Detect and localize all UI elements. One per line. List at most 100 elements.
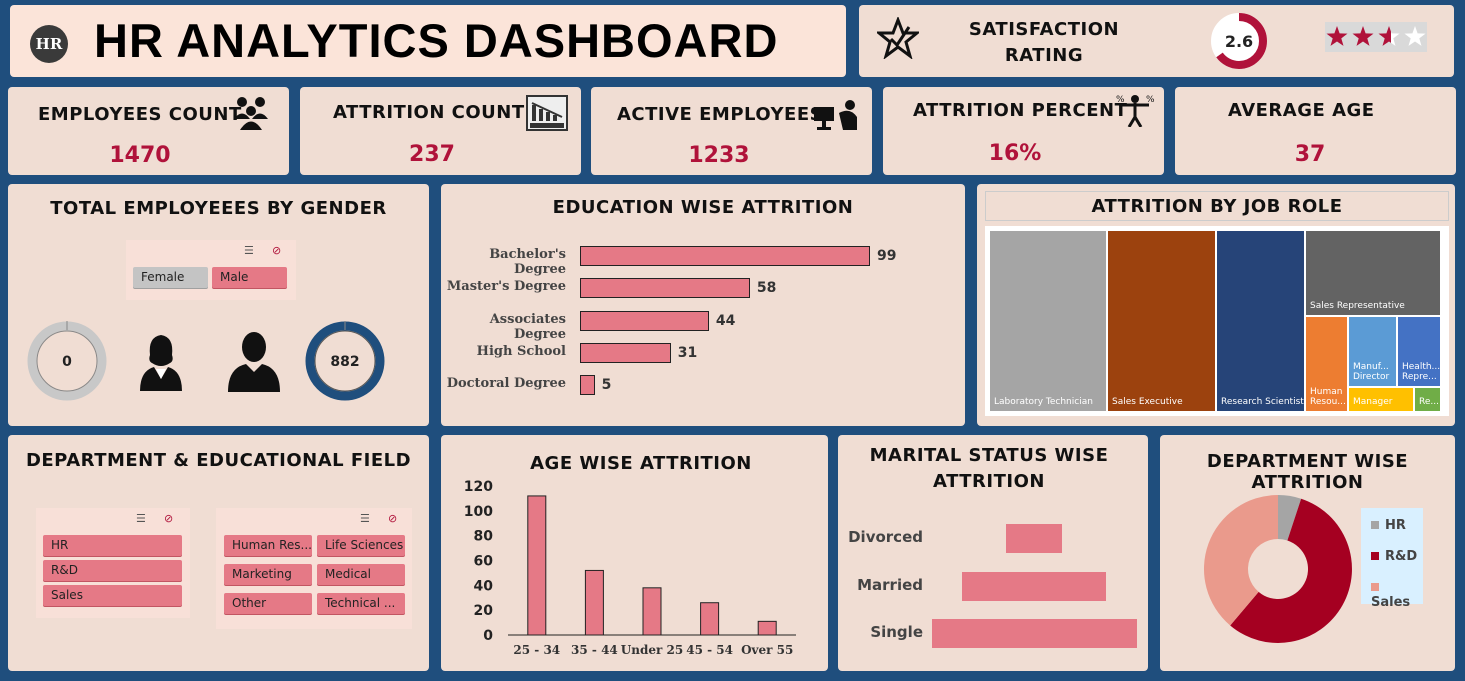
kpi-attrition-count: ATTRITION COUNT 237 [300, 87, 581, 175]
slicer-option-sales[interactable]: Sales [43, 585, 182, 606]
slicer-option-hr[interactable]: HR [43, 535, 182, 556]
x-tick-label: Under 25 [621, 643, 683, 657]
y-tick-label: 100 [464, 504, 493, 520]
slicer-option-field[interactable]: Technical ... [317, 593, 405, 614]
legend-label: Sales [1371, 595, 1411, 610]
slicer-option-field[interactable]: Human Res... [224, 535, 312, 556]
treemap-tile[interactable]: Sales Executive [1107, 230, 1216, 412]
star-rating [1325, 22, 1427, 52]
legend-label: R&D [1385, 549, 1418, 564]
treemap-tile[interactable]: Laboratory Technician [989, 230, 1107, 412]
select-all-icon[interactable]: ☰ [244, 244, 254, 257]
marital-title-line1: MARITAL STATUS WISE [869, 445, 1109, 466]
y-tick-label: 60 [474, 554, 494, 570]
y-tick-label: 0 [483, 628, 493, 644]
gender-title: TOTAL EMPLOYEEES BY GENDER [50, 198, 387, 219]
tile-label: Re... [1419, 397, 1439, 407]
tile-label: Laboratory Technician [994, 397, 1093, 407]
treemap-tile[interactable]: Manuf... Director [1348, 316, 1397, 387]
legend-item: Sales [1371, 580, 1423, 610]
bar-value-label: 44 [715, 312, 736, 329]
balance-person-icon: % % [1116, 95, 1155, 127]
clear-filter-icon[interactable]: ⊘ [164, 512, 174, 525]
svg-text:%: % [1116, 95, 1125, 105]
select-all-icon[interactable]: ☰ [360, 512, 370, 525]
treemap-tile[interactable]: Re... [1414, 387, 1441, 412]
y-tick-label: 120 [464, 479, 493, 495]
age-bar[interactable] [584, 569, 604, 636]
donut-slice-rd[interactable] [1230, 498, 1352, 643]
y-tick-label: 80 [474, 529, 494, 545]
department-panel: DEPARTMENT WISE ATTRITION HR R&D Sales [1160, 435, 1455, 671]
slicer-option-field[interactable]: Life Sciences [317, 535, 405, 556]
age-bar[interactable] [642, 587, 662, 636]
female-avatar-icon [140, 335, 182, 391]
funnel-category-label: Single [870, 623, 923, 641]
attrition-chart-icon [526, 95, 568, 131]
bar-category-label: Associates Degree [489, 311, 566, 342]
funnel-bar[interactable] [962, 571, 1106, 601]
bar-category-label: Doctoral Degree [446, 376, 566, 392]
clear-filter-icon[interactable]: ⊘ [272, 244, 282, 257]
clear-filter-icon[interactable]: ⊘ [388, 512, 398, 525]
education-bar[interactable] [580, 246, 870, 266]
funnel-category-label: Married [857, 575, 923, 594]
slicer-option-rnd[interactable]: R&D [43, 560, 182, 581]
slicer-option-female[interactable]: Female [133, 267, 208, 288]
donut-slice-hr[interactable] [1278, 495, 1302, 541]
male-count-value: 882 [330, 354, 359, 370]
kpi-value: 1470 [109, 143, 171, 168]
kpi-employees-count: EMPLOYEES COUNT 1470 [8, 87, 289, 175]
kpi-title: ATTRITION COUNT [333, 102, 525, 123]
funnel-bar[interactable] [1005, 524, 1063, 553]
age-bar[interactable] [527, 495, 547, 636]
slicer-option-field[interactable]: Medical [317, 564, 405, 585]
slicer-option-field[interactable]: Marketing [224, 564, 312, 585]
bar-value-label: 5 [601, 377, 612, 394]
education-bar[interactable] [580, 278, 750, 299]
rating-star [1378, 26, 1400, 46]
treemap-tile[interactable]: Sales Representative [1305, 230, 1441, 316]
gender-slicer: ☰ ⊘ Female Male [126, 240, 296, 300]
kpi-value: 16% [988, 141, 1042, 166]
satisfaction-value: 2.6 [1225, 32, 1253, 51]
donut-slice-sales[interactable] [1203, 495, 1278, 626]
legend-item: HR [1371, 518, 1406, 533]
department-slicer: ☰ ⊘ HR R&D Sales [36, 508, 190, 618]
marital-panel: MARITAL STATUS WISE ATTRITION Divorced Ma… [838, 435, 1148, 671]
treemap-tile[interactable]: Human Resou... [1305, 316, 1348, 412]
age-bar[interactable] [757, 620, 777, 636]
header-panel: HR HR ANALYTICS DASHBOARD [10, 5, 846, 77]
treemap-tile[interactable]: Research Scientist [1216, 230, 1305, 412]
male-count-donut: 882 [305, 321, 385, 401]
legend-item: R&D [1371, 549, 1417, 564]
select-all-icon[interactable]: ☰ [136, 512, 146, 525]
funnel-bar[interactable] [931, 619, 1137, 648]
kpi-title: AVERAGE AGE [1228, 100, 1375, 121]
education-panel: EDUCATION WISE ATTRITION Bachelor's Degr… [441, 184, 965, 426]
male-avatar-icon [228, 332, 280, 392]
kpi-active-employees: ACTIVE EMPLOYEES 1233 [591, 87, 872, 175]
age-chart: 120 100 80 60 40 20 0 25 - 34 35 - 44 Under 25 45 … [464, 479, 796, 657]
education-bar[interactable] [580, 375, 595, 396]
tile-label: Research Scientist [1221, 397, 1304, 407]
people-group-icon [234, 97, 268, 130]
treemap-tile[interactable]: Health... Repre... [1397, 316, 1441, 387]
education-bar[interactable] [580, 310, 709, 331]
bar-category-label: Master's Degree [446, 279, 566, 295]
satisfaction-panel: SATISFACTION RATING 2.6 [859, 5, 1454, 77]
treemap-tile[interactable]: Manager [1348, 387, 1414, 412]
dept-edu-panel: DEPARTMENT & EDUCATIONAL FIELD ☰ ⊘ HR R&… [8, 435, 429, 671]
hr-logo: HR [30, 25, 68, 63]
age-bar[interactable] [700, 602, 720, 636]
education-bar[interactable] [580, 342, 671, 363]
slicer-option-male[interactable]: Male [212, 267, 287, 288]
satisfaction-label-line1: SATISFACTION [968, 19, 1120, 40]
jobrole-title: ATTRITION BY JOB ROLE [985, 191, 1449, 221]
x-tick-label: 25 - 34 [513, 643, 560, 657]
department-title: DEPARTMENT WISE ATTRITION [1206, 451, 1409, 493]
female-count-value: 0 [62, 354, 72, 370]
slicer-option-field[interactable]: Other [224, 593, 312, 614]
legend-swatch [1371, 521, 1379, 529]
bar-value-label: 99 [877, 248, 897, 264]
